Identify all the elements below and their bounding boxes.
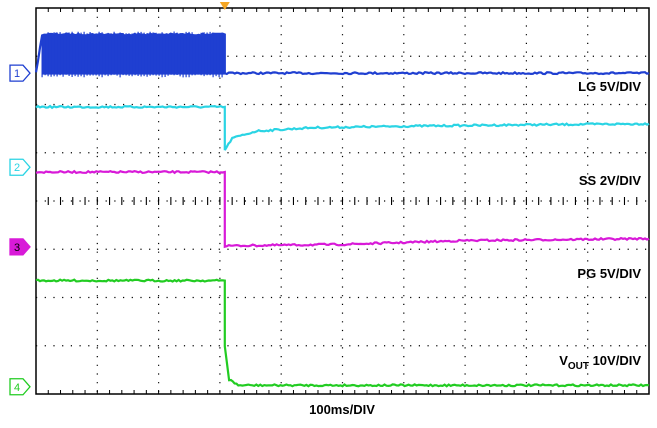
trace-2	[35, 104, 650, 151]
trace-line	[35, 104, 650, 151]
trace-line	[35, 278, 650, 388]
marker-number: 4	[14, 382, 20, 394]
center-axis-ticks	[47, 8, 638, 394]
marker-shape	[9, 378, 31, 396]
channel-label-vout: VOUT 10V/DIV	[559, 353, 641, 372]
vout-label-rest: 10V/DIV	[589, 353, 641, 368]
channel-markers: 1 2 3 4	[9, 64, 31, 396]
marker-number: 2	[14, 162, 20, 174]
marker-number: 1	[14, 68, 20, 80]
marker-number: 3	[14, 242, 20, 254]
channel-4-marker: 4	[9, 378, 31, 396]
channel-label-ss: SS 2V/DIV	[579, 173, 641, 188]
marker-shape	[9, 238, 31, 256]
channel-1-marker: 1	[9, 64, 31, 82]
marker-shape	[9, 158, 31, 176]
marker-shape	[9, 64, 31, 82]
traces	[34, 31, 650, 388]
x-axis-label: 100ms/DIV	[309, 402, 375, 417]
vout-label-sub: OUT	[568, 361, 589, 372]
channel-2-marker: 2	[9, 158, 31, 176]
channel-3-marker: 3	[9, 238, 31, 256]
trigger-marker	[219, 2, 230, 10]
vout-label-main: V	[559, 353, 568, 368]
trace-3	[35, 169, 650, 249]
trace-1	[34, 31, 650, 78]
switching-edges	[41, 31, 223, 78]
channel-label-pg: PG 5V/DIV	[577, 266, 641, 281]
trace-line	[35, 169, 650, 249]
trace-line	[34, 32, 650, 76]
trace-4	[35, 278, 650, 388]
channel-label-lg: LG 5V/DIV	[578, 79, 641, 94]
